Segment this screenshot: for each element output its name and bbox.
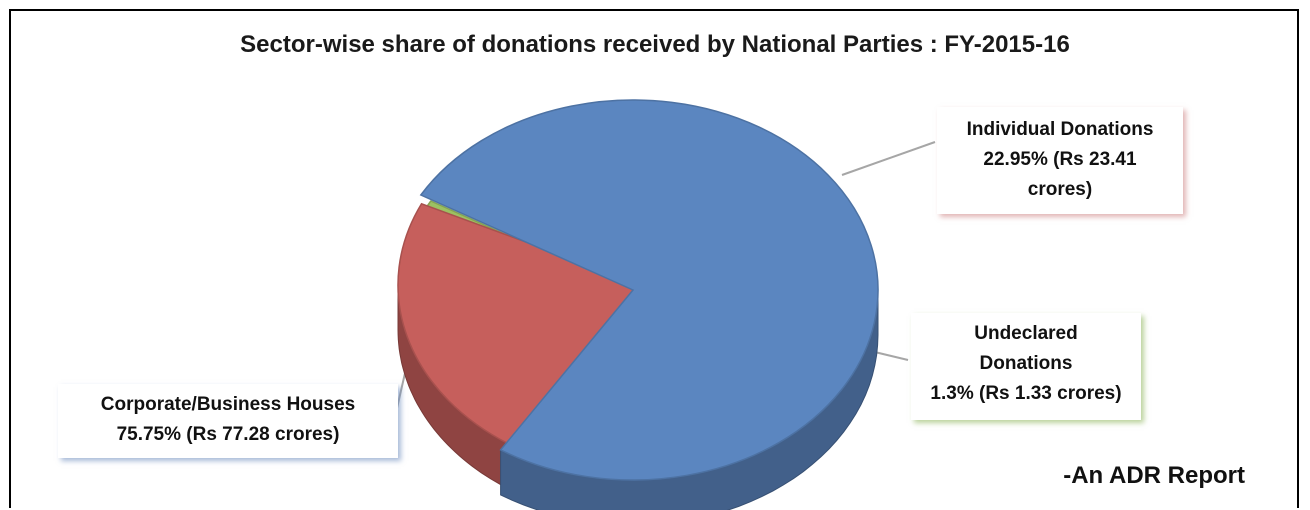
callout-undeclared-line-2: Donations: [979, 353, 1073, 374]
callout-undeclared-donations: Undeclared Donations 1.3% (Rs 1.33 crore…: [911, 313, 1141, 420]
callout-individual-line-1: Individual Donations: [966, 119, 1154, 140]
callout-corporate-business-houses: Corporate/Business Houses 75.75% (Rs 77.…: [58, 384, 398, 458]
report-credit: -An ADR Report: [1063, 462, 1245, 489]
leader-line-individual: [841, 141, 936, 176]
callout-individual-line-2: 22.95% (Rs 23.41: [983, 149, 1137, 170]
callout-undeclared-line-3: 1.3% (Rs 1.33 crores): [930, 383, 1122, 404]
callout-individual-donations: Individual Donations 22.95% (Rs 23.41 cr…: [937, 107, 1183, 214]
callout-corporate-line-2: 75.75% (Rs 77.28 crores): [116, 424, 340, 445]
chart-title: Sector-wise share of donations received …: [240, 31, 1070, 58]
callout-individual-line-3: crores): [1027, 179, 1093, 200]
callout-undeclared-line-1: Undeclared: [974, 323, 1078, 344]
callout-corporate-line-1: Corporate/Business Houses: [100, 394, 356, 415]
pie-slice-corporate-business-houses: [419, 99, 879, 481]
chart-frame: [9, 9, 1299, 508]
